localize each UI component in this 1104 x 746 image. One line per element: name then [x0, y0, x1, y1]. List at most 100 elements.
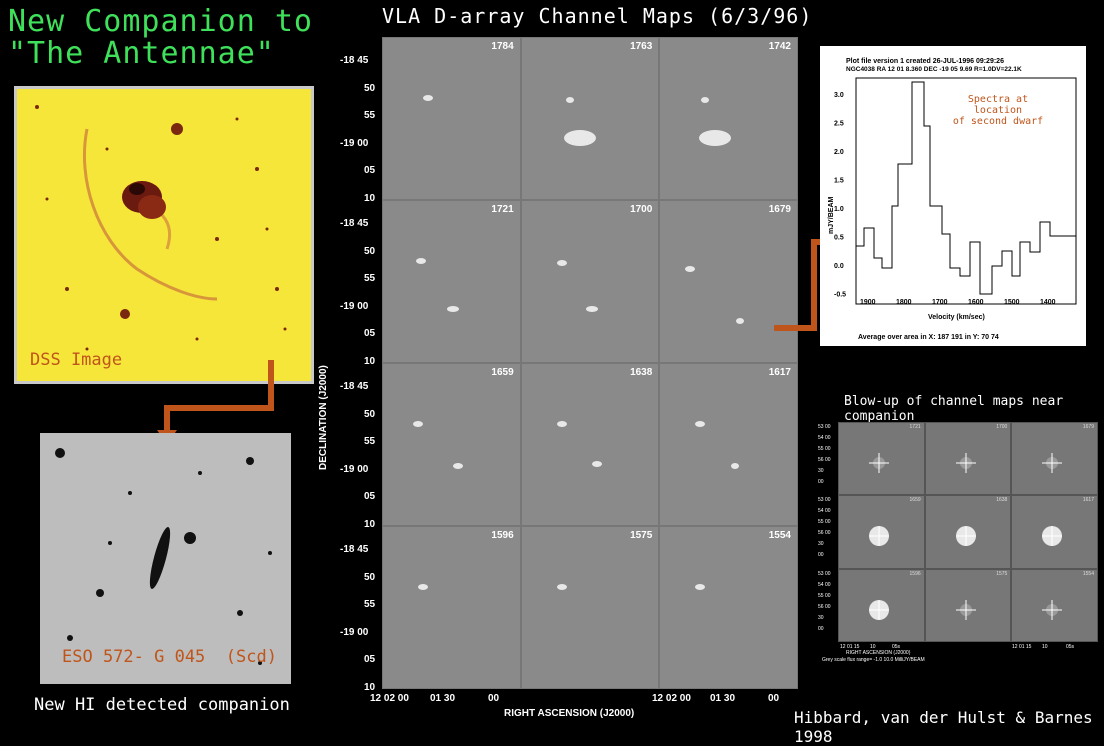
channel-map-image	[695, 584, 706, 590]
dec-tick-label: 10	[364, 356, 376, 367]
hi-emission-blob	[423, 95, 433, 101]
channel-map-image	[695, 421, 740, 469]
spectrum-ytick: 1.5	[834, 178, 844, 185]
blowup-channel-label: 1575	[996, 570, 1008, 577]
channel-map-panel: 1763	[521, 38, 659, 199]
spectrum-line	[856, 81, 1076, 295]
channel-label: 1617	[768, 367, 791, 378]
channel-map-image	[563, 97, 596, 146]
blowup-dec-tick: 53 00	[818, 570, 831, 577]
channel-label: 1638	[630, 367, 653, 378]
dec-tick-label: 50	[364, 245, 376, 257]
blowup-dec-tick: 54 00	[818, 435, 831, 441]
dec-tick-label: 50	[364, 82, 376, 94]
blowup-panel: 1554	[1012, 569, 1097, 641]
blowup-panel: 1679	[1012, 423, 1097, 495]
blowup-channel-label: 1659	[909, 497, 921, 504]
dec-tick-label: 10	[364, 193, 376, 204]
hi-emission-blob	[591, 461, 602, 467]
spectrum-ytick: 0.0	[834, 263, 844, 270]
hi-emission-blob	[685, 266, 696, 272]
blowup-dec-tick: 56 00	[818, 530, 831, 537]
spectrum-ytick: 3.0	[834, 92, 844, 99]
spectrum-ytick: 1.0	[834, 206, 844, 213]
dec-axis-label: DECLINATION (J2000)	[318, 365, 329, 470]
blowup-dec-tick: 00	[818, 552, 824, 559]
channel-label: 1784	[491, 41, 514, 52]
blowup-panel: 1617	[1012, 496, 1097, 568]
dss-label: DSS Image	[30, 350, 123, 370]
blowup-channel-label: 1700	[996, 424, 1008, 430]
channel-label: 1659	[491, 367, 514, 378]
blowup-panel: 1596	[839, 569, 924, 641]
crosshair-icon	[1042, 453, 1063, 473]
channel-map-image	[413, 421, 463, 469]
spectrum-plot: 3.0 2.5 2.0 1.5 1.0 0.5 0.0 -0.5 1900 1800 1700 160…	[834, 77, 1077, 306]
blowup-channel-label: 1617	[1082, 497, 1094, 504]
blowup-image	[955, 453, 976, 473]
dec-tick-label: -19 00	[340, 137, 369, 149]
spectrum-ylabel: mJY/BEAM	[828, 196, 835, 234]
spectrum-annotation: Spectra at location of second dwarf	[948, 94, 1048, 127]
blowup-image	[869, 526, 889, 547]
hi-emission-blob	[418, 584, 428, 590]
channel-map-image	[699, 97, 732, 146]
spectrum-xtick: 1700	[932, 299, 948, 306]
blowup-dec-tick: 00	[818, 479, 824, 485]
crosshair-icon	[869, 453, 889, 473]
blowup-dec-tick: 30	[818, 614, 824, 621]
blowup-image	[1042, 526, 1063, 547]
dec-tick-label: 05	[364, 165, 376, 177]
hi-emission-blob	[556, 584, 567, 590]
channel-map-image	[418, 584, 428, 590]
blowup-image	[955, 599, 976, 620]
channel-map-panel: 1742	[660, 38, 797, 199]
blowup-panel: 1638	[925, 496, 1011, 568]
hi-emission-blob	[416, 258, 426, 264]
blowup-channel-label: 1596	[909, 570, 921, 577]
channel-map-image	[685, 266, 745, 324]
ra-axis-label: RIGHT ASCENSION (J2000)	[504, 708, 635, 719]
hi-emission-blob	[447, 306, 459, 312]
channel-map-panel: 1659	[383, 364, 520, 525]
channel-label: 1763	[630, 41, 653, 52]
dec-tick-label: -18 45	[340, 55, 369, 66]
dec-tick-label: 55	[364, 110, 376, 122]
spectrum-ytick: 2.5	[834, 121, 844, 128]
channel-label: 1575	[630, 530, 653, 541]
channel-maps-grid: 1784 1763 1742 1721 1700 1679 1659 1638 1617 1596…	[382, 37, 798, 689]
companion-caption: New HI detected companion	[34, 695, 290, 715]
blowup-dec-tick: 30	[818, 541, 824, 548]
spectrum-xtick: 1500	[1004, 299, 1020, 306]
dec-tick-label: 05	[364, 654, 376, 666]
channel-map-panel: 1617	[660, 364, 797, 525]
dec-tick-label: -18 45	[340, 544, 369, 555]
spectrum-ytick: 0.5	[834, 235, 844, 242]
hi-emission-blob	[585, 306, 598, 312]
spectrum-xtick: 1900	[860, 299, 876, 306]
ra-tick-label: 12 02 00	[652, 693, 691, 704]
dec-tick-label: -19 00	[340, 300, 369, 312]
blowup-dec-tick: 30	[818, 468, 824, 474]
blowup-panel: 1700	[925, 423, 1011, 495]
spectrum-header1: Plot file version 1 created 26-JUL-1996 …	[846, 58, 1004, 65]
crosshair-icon	[869, 526, 889, 547]
channel-map-panel: 1784	[383, 38, 520, 199]
spectrum-xlabel: Velocity (km/sec)	[928, 314, 985, 321]
spectrum-annotation-line2: of second dwarf	[952, 116, 1044, 127]
blowup-image	[869, 453, 889, 473]
spectrum-annotation-line1: Spectra at location	[967, 94, 1029, 116]
hi-emission-blob	[699, 130, 732, 146]
blowup-image	[869, 599, 889, 620]
blowup-image	[1042, 453, 1063, 473]
hi-emission-blob	[731, 463, 740, 469]
spectrum-xtick: 1400	[1040, 299, 1056, 306]
blowup-dec-tick: 56 00	[818, 603, 831, 610]
channel-label: 1721	[491, 204, 514, 215]
spectrum-ytick: -0.5	[834, 292, 846, 299]
channel-label: 1700	[630, 204, 653, 215]
blowup-channel-label: 1679	[1082, 424, 1094, 430]
dec-tick-label: 10	[364, 682, 376, 693]
channel-maps-title: VLA D-array Channel Maps (6/3/96)	[382, 4, 813, 28]
crosshair-icon	[1042, 599, 1063, 620]
